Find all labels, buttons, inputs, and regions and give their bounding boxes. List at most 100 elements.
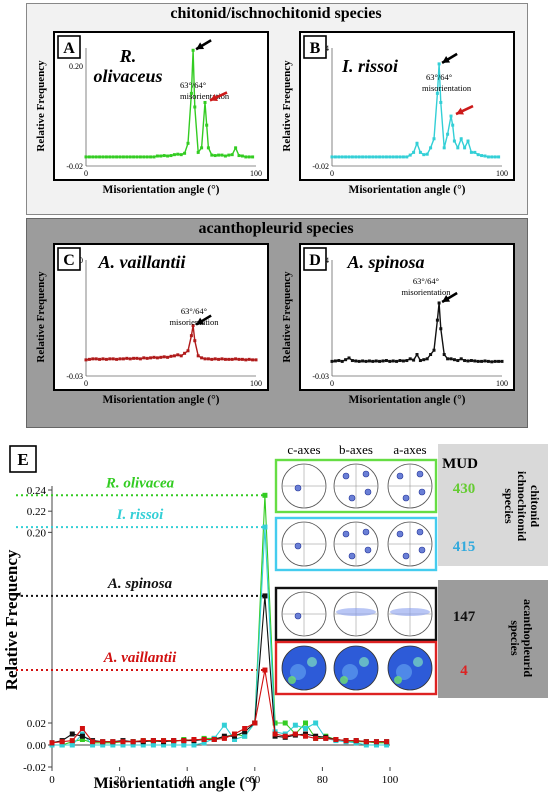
data-point — [435, 318, 439, 322]
data-point — [463, 146, 467, 150]
pole-figure-band — [336, 608, 376, 616]
data-point — [415, 141, 419, 145]
y-tick-label: 0.20 — [69, 62, 83, 71]
group-box-bottom — [438, 580, 548, 698]
data-point — [262, 492, 268, 498]
data-point — [388, 155, 392, 159]
data-point — [213, 154, 217, 158]
data-point — [240, 154, 244, 158]
data-point — [142, 356, 146, 360]
mud-value: 415 — [453, 539, 476, 555]
x-tick-label: 100 — [496, 169, 508, 178]
data-point — [111, 155, 115, 159]
data-point — [189, 91, 193, 95]
panel-letter: B — [310, 40, 321, 57]
data-point — [108, 357, 112, 361]
data-point — [418, 150, 422, 154]
panel-frame — [299, 243, 515, 391]
pole-header: b-axes — [339, 442, 373, 457]
x-tick-label: 0 — [330, 379, 334, 388]
data-point — [98, 155, 102, 159]
data-point — [247, 155, 251, 159]
data-point — [429, 146, 433, 150]
data-point — [463, 359, 467, 363]
data-point — [193, 105, 197, 109]
data-point — [466, 359, 470, 363]
data-point — [395, 155, 399, 159]
data-point — [456, 359, 460, 363]
data-point — [398, 359, 402, 363]
y-axis-label: Relative Frequency — [281, 60, 293, 152]
data-point — [425, 357, 429, 361]
data-point — [363, 742, 369, 748]
data-point — [373, 739, 379, 745]
data-point — [155, 356, 159, 360]
pole-figure-blob — [394, 676, 402, 684]
pole-figure-cluster — [416, 470, 424, 478]
data-point — [101, 357, 105, 361]
data-point — [181, 742, 187, 748]
data-point — [415, 353, 419, 357]
data-point — [350, 155, 354, 159]
data-point — [94, 357, 98, 361]
data-point — [363, 739, 369, 745]
data-point — [466, 139, 470, 143]
data-point — [347, 356, 351, 360]
data-point — [110, 739, 116, 745]
data-point — [408, 153, 412, 157]
data-point — [242, 733, 248, 739]
arrow-head — [442, 55, 451, 63]
data-point — [313, 720, 319, 726]
data-point — [79, 733, 85, 739]
data-point — [490, 155, 494, 159]
data-point — [373, 742, 379, 748]
data-point — [234, 146, 238, 150]
data-point — [384, 742, 390, 748]
data-point — [90, 742, 96, 748]
series-line — [85, 325, 256, 361]
panel-letter: E — [17, 450, 28, 469]
data-point — [227, 153, 231, 157]
data-point — [405, 359, 409, 363]
data-point — [473, 359, 477, 363]
pole-figure-cluster — [342, 530, 350, 538]
data-point — [140, 738, 146, 744]
x-tick-label: 100 — [250, 379, 262, 388]
data-point — [100, 742, 106, 748]
data-point — [120, 739, 126, 745]
data-point — [405, 155, 409, 159]
annotation-line2: misorientation — [401, 287, 451, 297]
data-point — [108, 155, 112, 159]
data-point — [120, 742, 126, 748]
series-line — [86, 50, 253, 158]
data-point — [476, 153, 480, 157]
data-point — [84, 358, 88, 362]
data-point — [169, 354, 173, 358]
mud-label: MUD — [442, 456, 478, 472]
data-point — [118, 357, 122, 361]
data-point — [232, 731, 238, 737]
y-axis-label: Relative Frequency — [35, 60, 47, 152]
data-point — [364, 359, 368, 363]
data-point — [191, 737, 197, 742]
data-point — [152, 155, 156, 159]
panel-e-chart: E -0.02 0.00 0.02 0.20 0.22 0.24 0 20 40 60 80 100 Mi… — [2, 445, 399, 792]
data-point — [446, 357, 450, 361]
pole-figure-cluster — [348, 494, 356, 502]
y-tick-label: 0.24 — [27, 485, 47, 497]
mud-value: 147 — [453, 609, 476, 625]
pole-figure-blob — [288, 676, 296, 684]
data-point — [125, 155, 129, 159]
data-point — [451, 123, 455, 127]
data-point — [388, 359, 392, 363]
data-point — [200, 356, 204, 360]
data-point — [100, 739, 106, 745]
data-point — [439, 100, 443, 104]
data-point — [486, 155, 490, 159]
x-axis-label: Misorientation angle (°) — [102, 184, 219, 196]
annotation-line2: misorientation — [422, 83, 472, 93]
data-point — [69, 731, 75, 737]
arrow-head — [196, 42, 205, 50]
mud-value: 430 — [453, 481, 476, 497]
